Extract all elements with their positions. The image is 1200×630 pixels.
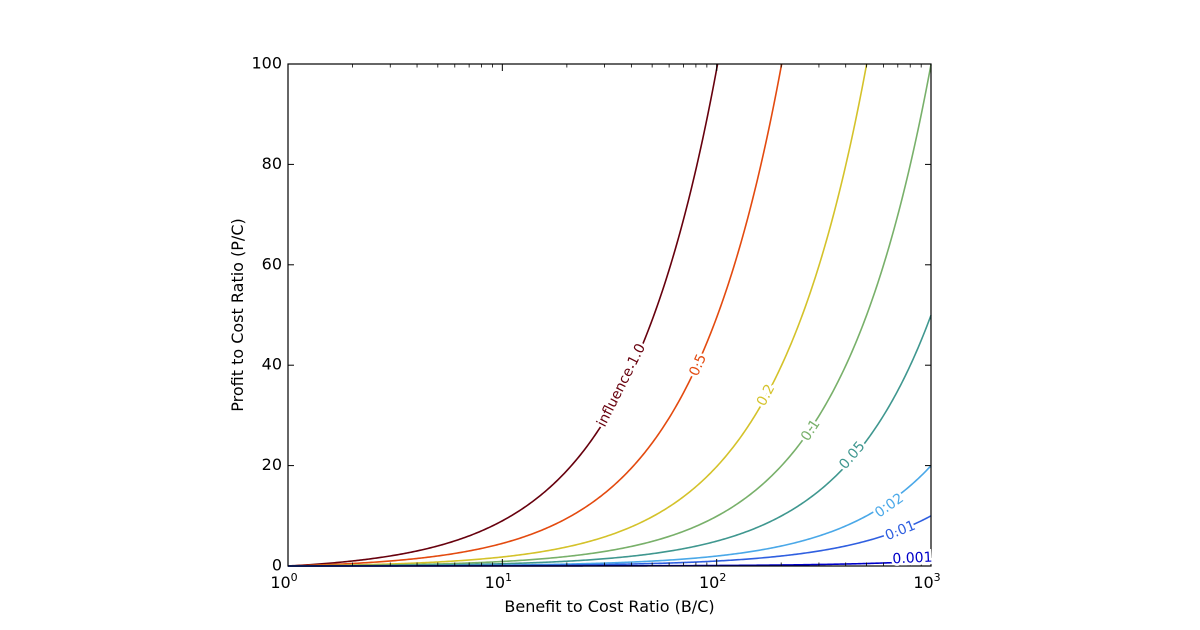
contour-label-0: influence 1.0 xyxy=(594,341,649,429)
contour-line-3 xyxy=(287,64,932,567)
y-tick-label: 20 xyxy=(262,455,282,474)
contour-label-2: 0.2 xyxy=(754,382,779,409)
y-tick-label: 100 xyxy=(251,54,282,73)
contour-lines xyxy=(287,63,932,567)
x-tick-label: 100 xyxy=(270,571,297,592)
contour-label-5: 0.02 xyxy=(872,490,907,521)
y-tick-label: 0 xyxy=(272,556,282,575)
x-axis-label: Benefit to Cost Ratio (B/C) xyxy=(504,597,714,616)
y-tick-label: 60 xyxy=(262,254,282,273)
contour-line-2 xyxy=(287,63,868,567)
contour-label-6: 0.01 xyxy=(883,518,918,544)
x-tick-label: 101 xyxy=(485,571,512,592)
contour-labels: influence 1.0 0.50.20.10.050.020.010.001 xyxy=(591,339,935,570)
y-axis-label: Profit to Cost Ratio (P/C) xyxy=(228,218,247,411)
contour-label-1: 0.5 xyxy=(686,352,710,379)
x-tick-label: 103 xyxy=(913,571,940,592)
y-tick-label: 40 xyxy=(262,355,282,374)
plot-frame xyxy=(287,63,932,567)
contour-line-4 xyxy=(288,314,932,567)
axis-ticks: 0 20 40 60 80 100 100 101 102 103 xyxy=(251,54,940,593)
contour-line-0 xyxy=(287,63,719,567)
contour-line-1 xyxy=(287,63,783,567)
contour-label-7: 0.001 xyxy=(892,550,933,568)
x-tick-label: 102 xyxy=(699,571,726,592)
y-tick-label: 80 xyxy=(262,154,282,173)
